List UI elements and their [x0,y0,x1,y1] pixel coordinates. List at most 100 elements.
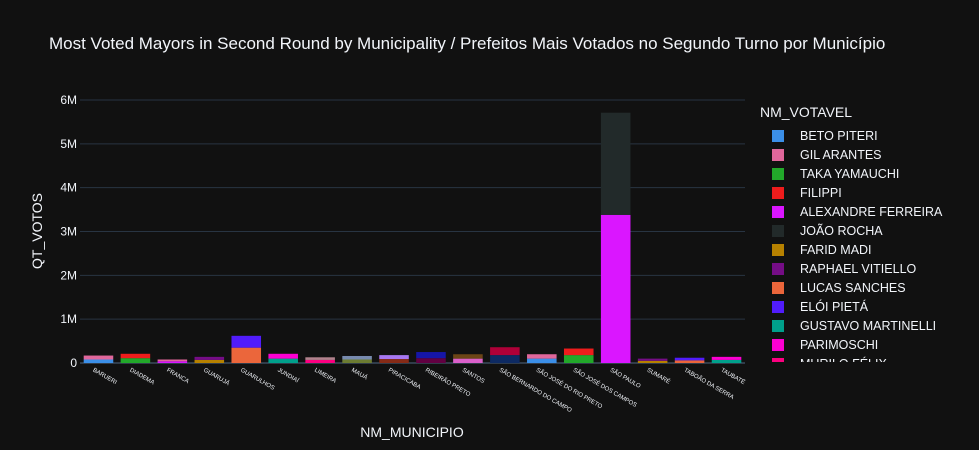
x-tick-label: JUNDIAÍ [276,367,300,385]
bar-segment[interactable] [194,359,225,363]
bar-segment[interactable] [342,355,372,360]
x-tick-label: BARUERI [91,368,117,387]
bar-segment[interactable] [637,358,668,361]
bar-segment[interactable] [674,357,705,361]
bar-segment[interactable] [194,356,225,360]
x-tick-label: GUARUJÁ [202,367,230,387]
legend-label: FILIPPI [800,185,842,200]
legend-swatch [772,148,784,161]
x-tick-label: SÃO JOSÉ DO RIO PRETO [535,367,604,411]
bar-segment[interactable] [674,360,705,363]
y-tick-label: 3M [60,225,77,239]
bar-segment[interactable] [711,356,742,360]
y-tick-label: 2M [60,268,77,282]
x-axis-label: NM_MUNICIPIO [360,424,464,440]
bar-segment[interactable] [453,354,483,359]
legend-swatch [772,300,784,313]
legend-title: NM_VOTAVEL [760,104,853,120]
bar-segment[interactable] [231,347,262,363]
bar-segment[interactable] [416,358,446,363]
x-ticks: BARUERI DIADEMA FRANCA GUARUJÁ GUARULHOS JUND… [91,367,746,415]
bar-segment[interactable] [711,359,742,363]
bar-segment[interactable] [120,358,151,363]
legend-entry[interactable]: JOÃO ROCHA [760,221,979,240]
legend-swatch [772,357,784,362]
x-tick-label: GUARULHOS [239,368,275,392]
bar-segment[interactable] [83,355,114,360]
legend-items: BETO PITERI GIL ARANTES TAKA YAMAUCHI FILIP… [760,126,979,362]
bar-segment[interactable] [637,360,668,363]
legend-label: GUSTAVO MARTINELLI [800,318,937,333]
bar-segment[interactable] [83,359,114,363]
bar-segment[interactable] [268,358,298,363]
legend-label: PARIMOSCHI [800,337,879,352]
x-tick-label: DIADEMA [128,368,155,387]
bar-segment[interactable] [342,359,372,363]
bar-segment[interactable] [157,359,188,362]
legend-label: TAKA YAMAUCHI [800,166,900,181]
legend-label: ELÓI PIETÁ [800,299,869,314]
bar-segment[interactable] [120,353,151,359]
legend-entry[interactable]: BETO PITERI [760,126,979,145]
bar-segment[interactable] [305,359,335,363]
legend-swatch [772,224,784,237]
chart-title: Most Voted Mayors in Second Round by Mun… [49,34,886,53]
bar-segment[interactable] [379,359,409,363]
legend-swatch [772,281,784,294]
bar-segment[interactable] [416,352,446,359]
bars [83,112,742,363]
legend-swatch [772,338,784,351]
y-tick-label: 5M [60,137,77,151]
legend-swatch [772,129,784,142]
x-tick-label: SANTOS [461,368,485,385]
bar-segment[interactable] [600,112,631,215]
x-tick-label: LIMEIRA [313,368,337,385]
bar-segment[interactable] [490,355,520,363]
legend-entry[interactable]: MURILO FÉLIX [760,354,979,362]
x-tick-label: TAUBATÉ [720,367,747,386]
legend-entry[interactable]: ALEXANDRE FERREIRA [760,202,979,221]
legend-entry[interactable]: GIL ARANTES [760,145,979,164]
x-tick-label: SÃO BERNARDO DO CAMPO [498,367,573,415]
bar-segment[interactable] [563,355,594,363]
bar-segment[interactable] [231,335,262,348]
legend-entry[interactable]: TAKA YAMAUCHI [760,164,979,183]
bar-segment[interactable] [379,355,409,360]
y-tick-label: 4M [60,181,77,195]
legend-entry[interactable]: LUCAS SANCHES [760,278,979,297]
y-ticks: 0 1M 2M 3M 4M 5M 6M [60,93,77,370]
y-axis-label: QT_VOTOS [29,193,45,269]
legend-label: RAPHAEL VITIELLO [800,261,917,276]
legend-entry[interactable]: PARIMOSCHI [760,335,979,354]
bar-segment[interactable] [305,357,335,360]
legend-label: MURILO FÉLIX [800,357,887,363]
legend-swatch [772,319,784,332]
legend-swatch [772,186,784,199]
legend-entry[interactable]: ELÓI PIETÁ [760,297,979,316]
legend-entry[interactable]: FILIPPI [760,183,979,202]
x-tick-label: SUMARÉ [646,367,672,386]
bar-segment[interactable] [490,347,520,356]
legend-label: LUCAS SANCHES [800,280,906,295]
bar-segment[interactable] [453,358,483,363]
bar-segment[interactable] [563,348,594,356]
bar-segment[interactable] [600,214,631,363]
title-area: Most Voted Mayors in Second Round by Mun… [0,0,979,70]
legend-label: GIL ARANTES [800,147,882,162]
legend-entry[interactable]: RAPHAEL VITIELLO [760,259,979,278]
bar-segment[interactable] [527,358,557,363]
x-tick-label: SÃO JOSÉ DOS CAMPOS [572,367,638,409]
legend: NM_VOTAVEL BETO PITERI GIL ARANTES TAKA YA… [760,104,979,362]
bar-segment[interactable] [268,353,298,359]
x-tick-label: FRANCA [165,368,189,386]
legend-swatch [772,243,784,256]
y-tick-label: 6M [60,93,77,107]
legend-entry[interactable]: FARID MADI [760,240,979,259]
bar-segment[interactable] [527,354,557,359]
legend-swatch [772,205,784,218]
legend-entry[interactable]: GUSTAVO MARTINELLI [760,316,979,335]
y-tick-label: 0 [70,356,77,370]
bar-segment[interactable] [157,361,188,363]
